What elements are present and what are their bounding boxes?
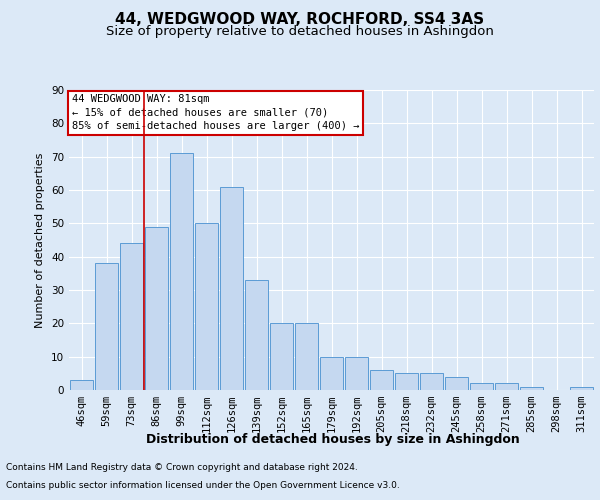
Text: Contains HM Land Registry data © Crown copyright and database right 2024.: Contains HM Land Registry data © Crown c…: [6, 464, 358, 472]
Text: Size of property relative to detached houses in Ashingdon: Size of property relative to detached ho…: [106, 25, 494, 38]
Bar: [245, 280, 268, 390]
Bar: [419, 374, 443, 390]
Y-axis label: Number of detached properties: Number of detached properties: [35, 152, 46, 328]
Bar: [569, 386, 593, 390]
Bar: [370, 370, 394, 390]
Bar: [95, 264, 118, 390]
Bar: [320, 356, 343, 390]
Bar: [220, 186, 244, 390]
Bar: [194, 224, 218, 390]
Bar: [119, 244, 143, 390]
Bar: [395, 374, 418, 390]
Text: Contains public sector information licensed under the Open Government Licence v3: Contains public sector information licen…: [6, 481, 400, 490]
Bar: [344, 356, 368, 390]
Bar: [145, 226, 169, 390]
Bar: [269, 324, 293, 390]
Bar: [520, 386, 544, 390]
Text: 44, WEDGWOOD WAY, ROCHFORD, SS4 3AS: 44, WEDGWOOD WAY, ROCHFORD, SS4 3AS: [115, 12, 485, 28]
Text: 44 WEDGWOOD WAY: 81sqm
← 15% of detached houses are smaller (70)
85% of semi-det: 44 WEDGWOOD WAY: 81sqm ← 15% of detached…: [71, 94, 359, 131]
Bar: [70, 380, 94, 390]
Bar: [295, 324, 319, 390]
Bar: [170, 154, 193, 390]
Bar: [494, 384, 518, 390]
Bar: [470, 384, 493, 390]
Text: Distribution of detached houses by size in Ashingdon: Distribution of detached houses by size …: [146, 432, 520, 446]
Bar: [445, 376, 469, 390]
